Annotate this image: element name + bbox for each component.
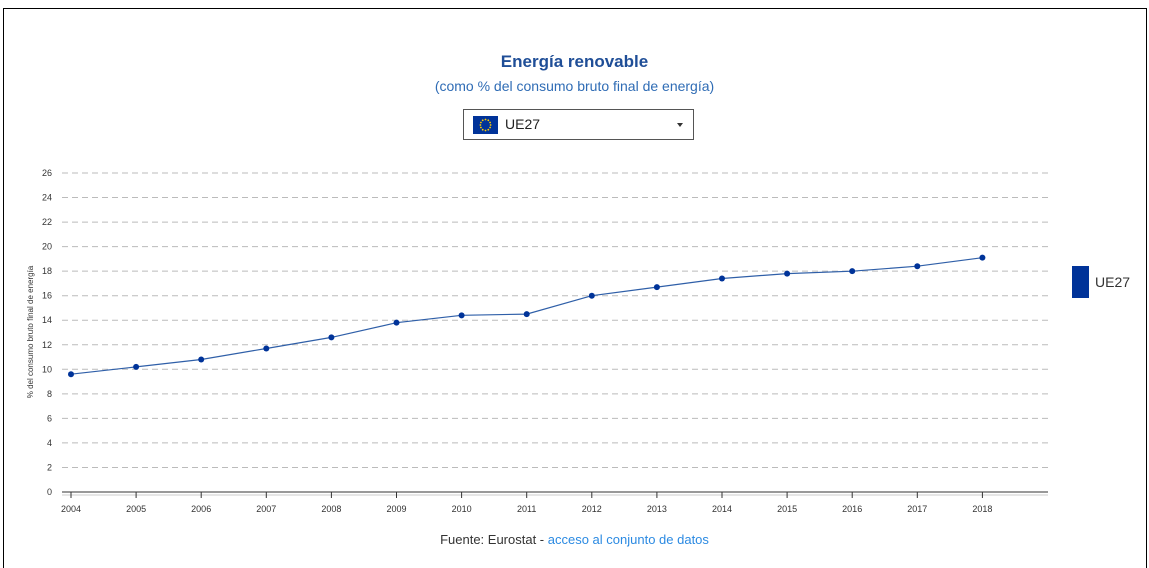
- y-tick-label-2: 2: [47, 462, 52, 472]
- data-point-2009[interactable]: [393, 319, 400, 326]
- legend-swatch: [1072, 266, 1089, 298]
- y-tick-label-0: 0: [47, 487, 52, 497]
- y-tick-label-10: 10: [42, 364, 52, 374]
- x-tick-label-2005: 2005: [126, 504, 146, 514]
- x-axis: [62, 491, 1048, 496]
- data-point-2017[interactable]: [914, 263, 921, 270]
- data-point-2006[interactable]: [198, 356, 205, 363]
- dataset-link[interactable]: acceso al conjunto de datos: [547, 532, 709, 547]
- x-tick-label-2010: 2010: [452, 504, 472, 514]
- chart-title: Energía renovable: [500, 52, 649, 71]
- source-prefix: Fuente: Eurostat -: [440, 532, 548, 547]
- x-tick-label-2013: 2013: [647, 504, 667, 514]
- legend-label: UE27: [1095, 274, 1131, 290]
- x-tick-label-2016: 2016: [842, 504, 862, 514]
- x-tick-labels: 2004 2005 2006 2007 2008 2009 2010 2011 2012 2013…: [61, 492, 992, 514]
- source-note: Fuente: Eurostat - acceso al conjunto de…: [0, 532, 1149, 547]
- y-axis-label: % del consumo bruto final de energía: [26, 265, 35, 398]
- y-tick-label-16: 16: [42, 291, 52, 301]
- x-tick-label-2015: 2015: [777, 504, 797, 514]
- data-point-2014[interactable]: [719, 275, 725, 282]
- chart-frame: [3, 8, 1147, 568]
- data-point-2012[interactable]: [588, 292, 595, 299]
- x-tick-label-2017: 2017: [907, 504, 927, 514]
- chevron-down-icon: [677, 123, 683, 127]
- x-tick-label-2006: 2006: [191, 504, 211, 514]
- data-point-2010[interactable]: [458, 312, 465, 319]
- x-tick-label-2014: 2014: [712, 504, 732, 514]
- data-point-2005[interactable]: [133, 363, 140, 370]
- data-point-2007[interactable]: [263, 345, 270, 352]
- grid-lines: [62, 172, 1048, 468]
- data-point-2016[interactable]: [849, 268, 856, 275]
- data-point-2018[interactable]: [979, 254, 986, 261]
- y-tick-label-20: 20: [42, 242, 52, 252]
- y-tick-label-22: 22: [42, 217, 52, 227]
- country-select-value: UE27: [505, 116, 541, 132]
- x-tick-label-2011: 2011: [517, 504, 536, 514]
- y-tick-label-4: 4: [47, 438, 52, 448]
- x-tick-label-2008: 2008: [321, 504, 341, 514]
- data-point-2013[interactable]: [653, 284, 660, 291]
- x-tick-label-2018: 2018: [972, 504, 992, 514]
- x-tick-label-2012: 2012: [582, 504, 602, 514]
- y-tick-label-12: 12: [42, 340, 52, 350]
- series-ue27: [68, 254, 986, 378]
- chart-subtitle: (como % del consumo bruto final de energ…: [434, 78, 715, 94]
- country-select[interactable]: UE27: [463, 109, 694, 140]
- y-tick-label-26: 26: [42, 168, 52, 178]
- y-tick-label-14: 14: [42, 315, 52, 325]
- data-point-2004[interactable]: [68, 371, 74, 378]
- eu-flag-icon: [473, 116, 498, 134]
- x-tick-label-2009: 2009: [386, 504, 406, 514]
- data-point-2008[interactable]: [328, 334, 335, 341]
- data-point-2015[interactable]: [784, 270, 791, 277]
- y-tick-label-18: 18: [42, 266, 52, 276]
- data-point-2011[interactable]: [523, 311, 530, 318]
- y-tick-label-6: 6: [47, 413, 52, 423]
- y-tick-label-8: 8: [47, 389, 52, 399]
- x-tick-label-2004: 2004: [61, 504, 81, 514]
- x-tick-label-2007: 2007: [256, 504, 276, 514]
- y-tick-label-24: 24: [42, 193, 52, 203]
